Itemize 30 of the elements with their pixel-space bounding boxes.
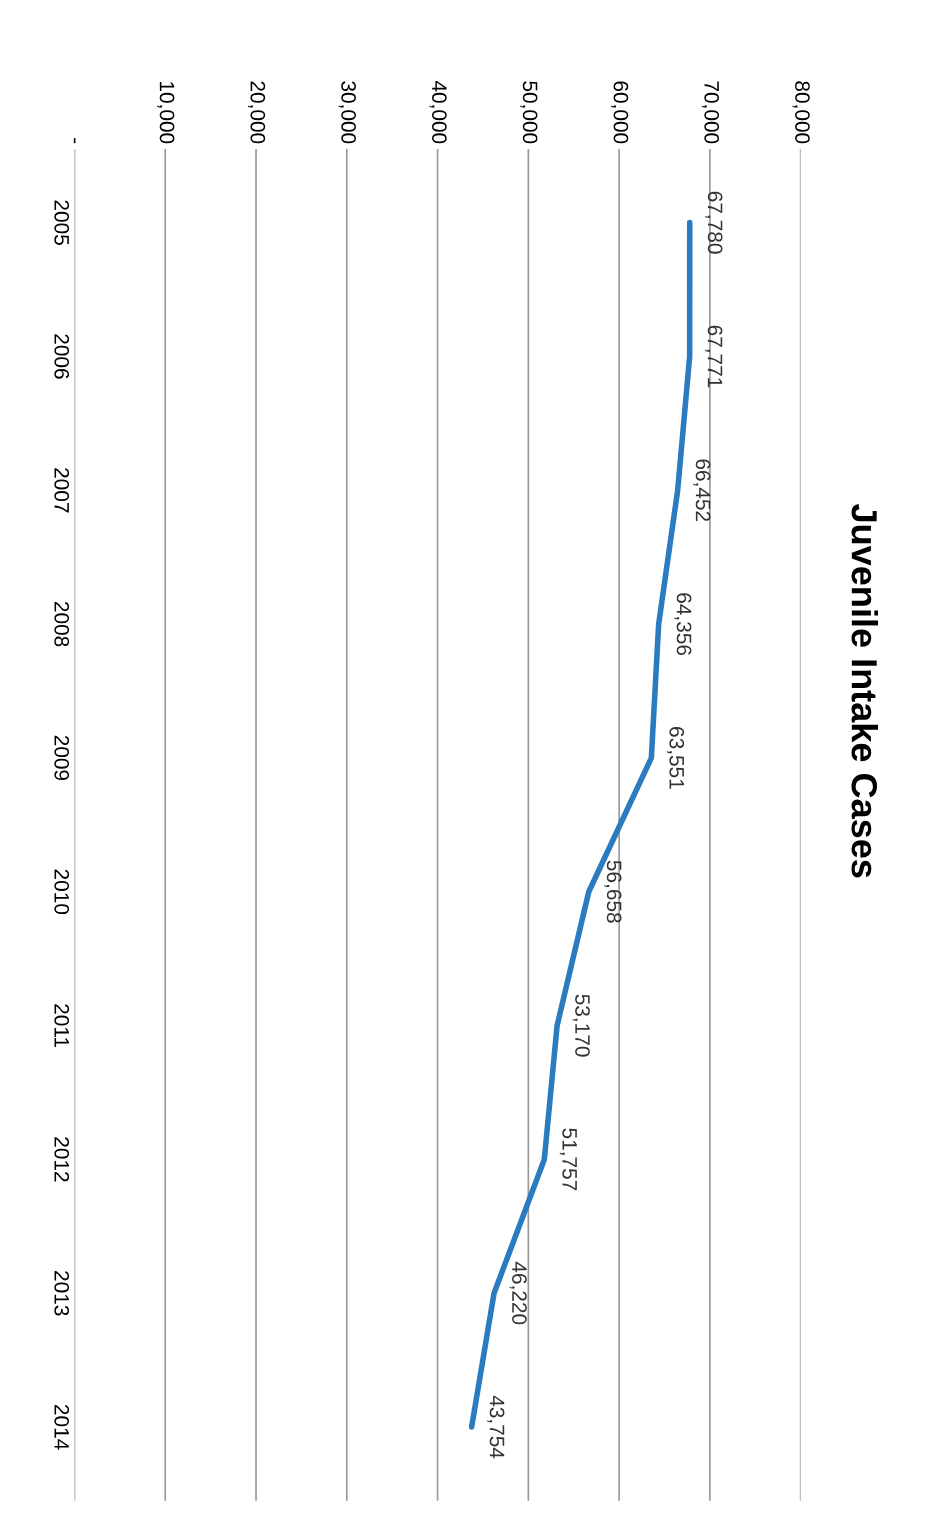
y-tick-label: 2006 [54,334,70,379]
x-tick-label: 20,000 [247,81,266,144]
y-tick-label: 2009 [54,735,70,781]
text: 64,356 [674,593,692,656]
x-tick-label: 30,000 [338,81,356,144]
text: 56,658 [604,860,622,923]
y-tick-label: 2007 [54,468,70,513]
text: 46,220 [509,1261,527,1325]
y-tick-label: 2008 [54,601,70,647]
x-tick-label: - [73,138,76,144]
x-tick-label: 10,000 [157,82,175,144]
text: 66,452 [693,459,711,522]
y-tick-label: 2011 [54,1004,70,1047]
y-tick-label: 2012 [54,1137,70,1182]
y-tick-label: 2014 [54,1404,70,1450]
y-tick-label: 2010 [54,869,70,915]
text: 67,780 [705,191,723,254]
text: 53,170 [572,994,590,1057]
text: 51,757 [559,1128,577,1191]
text: Juvenile Intake Cases [851,504,879,878]
x-tick-label: 80,000 [792,81,810,144]
text: 63,551 [666,727,685,789]
x-tick-label: 70,000 [701,81,720,144]
x-tick-label: 60,000 [611,81,629,144]
y-tick-label: 2013 [54,1271,70,1316]
x-tick-label: 40,000 [429,80,447,144]
y-tick-label: 2005 [54,200,70,245]
text: 67,771 [705,325,723,388]
x-tick-label: 50,000 [520,81,538,144]
text: 43,754 [487,1395,505,1459]
